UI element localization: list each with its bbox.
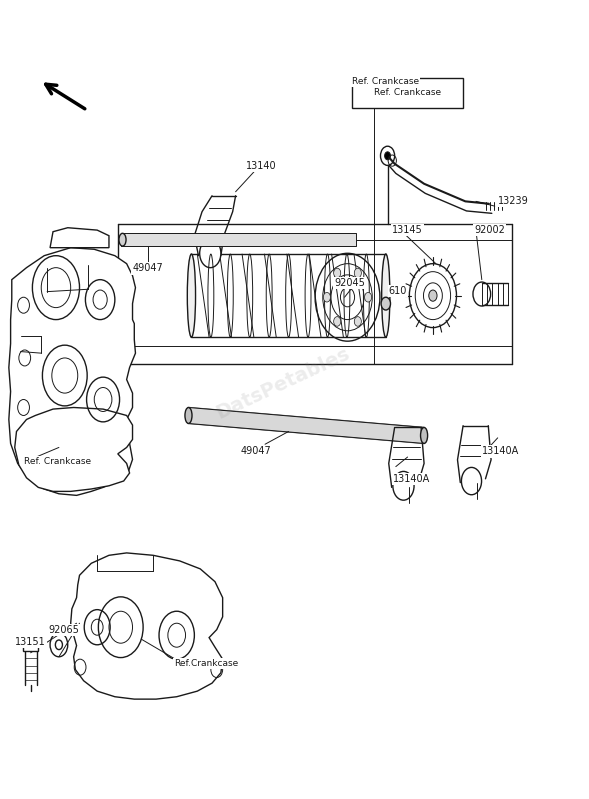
Circle shape [333,268,340,278]
Text: 49047: 49047 [133,264,163,273]
Text: 13140A: 13140A [482,447,519,456]
Polygon shape [9,248,135,495]
Text: 610: 610 [389,286,407,296]
Ellipse shape [185,407,192,423]
Circle shape [385,152,391,160]
Text: 13151: 13151 [15,638,45,647]
Polygon shape [188,407,424,443]
Ellipse shape [421,427,428,443]
Ellipse shape [119,233,126,246]
Circle shape [200,239,221,268]
Text: Ref. Crankcase: Ref. Crankcase [352,77,419,86]
Text: DatsPetables: DatsPetables [213,344,353,423]
Text: 92002: 92002 [474,225,505,235]
Circle shape [429,290,437,301]
Text: 13239: 13239 [498,197,528,206]
Text: 13140A: 13140A [393,475,431,484]
Text: 92045: 92045 [334,278,365,288]
Polygon shape [15,407,133,491]
Circle shape [365,292,372,302]
Bar [121,233,356,246]
Bar [352,78,463,108]
Ellipse shape [382,254,390,337]
Circle shape [333,316,340,326]
Circle shape [381,297,391,310]
Ellipse shape [187,254,196,337]
Text: 13140: 13140 [246,161,277,171]
Text: Ref. Crankcase: Ref. Crankcase [374,88,441,97]
Bar [23,642,38,651]
Text: 49047: 49047 [240,446,271,455]
Text: Ref. Crankcase: Ref. Crankcase [24,457,91,467]
Text: 13145: 13145 [392,225,422,235]
Polygon shape [71,553,223,699]
Text: 92065: 92065 [48,625,79,634]
Circle shape [354,316,361,326]
Circle shape [323,292,330,302]
Polygon shape [50,228,109,248]
Circle shape [354,268,361,278]
Text: Ref.Crankcase: Ref.Crankcase [174,658,238,668]
